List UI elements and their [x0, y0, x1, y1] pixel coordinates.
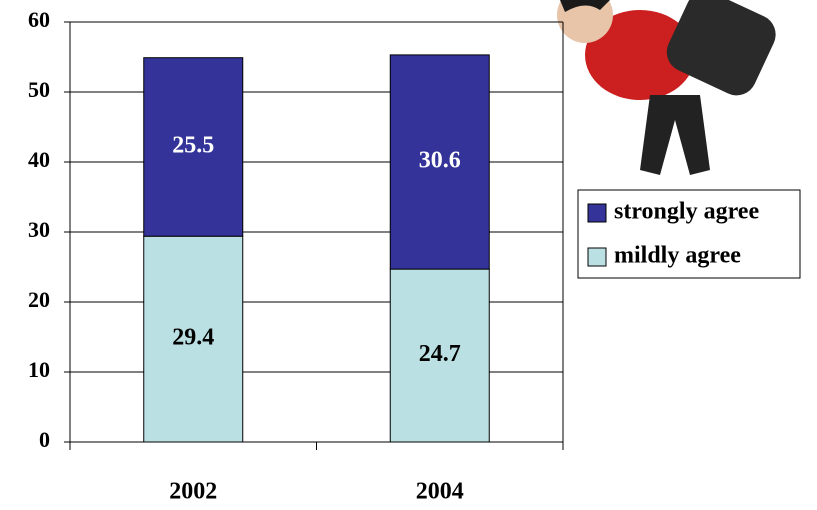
value-label: 25.5	[172, 132, 214, 158]
y-tick-label: 30	[28, 217, 50, 242]
illustration	[557, 0, 782, 175]
legend-label: mildly agree	[614, 243, 741, 269]
legend-swatch	[588, 204, 606, 222]
y-tick-label: 0	[39, 427, 50, 452]
legend-swatch	[588, 248, 606, 266]
chart: 0 10 20 30 40 50 60 2002 29.4 25.5 2004 24.7 30.6 str…	[0, 0, 817, 510]
value-label: 29.4	[172, 325, 214, 351]
x-tick-label: 2004	[416, 479, 464, 505]
y-tick-label: 40	[28, 147, 50, 172]
value-label: 30.6	[419, 148, 461, 174]
value-label: 24.7	[419, 341, 461, 367]
y-tick-label: 10	[28, 357, 50, 382]
y-tick-label: 20	[28, 287, 50, 312]
legend-label: strongly agree	[614, 199, 759, 225]
y-tick-label: 60	[28, 7, 50, 32]
x-tick-label: 2002	[169, 479, 217, 505]
y-tick-label: 50	[28, 77, 50, 102]
